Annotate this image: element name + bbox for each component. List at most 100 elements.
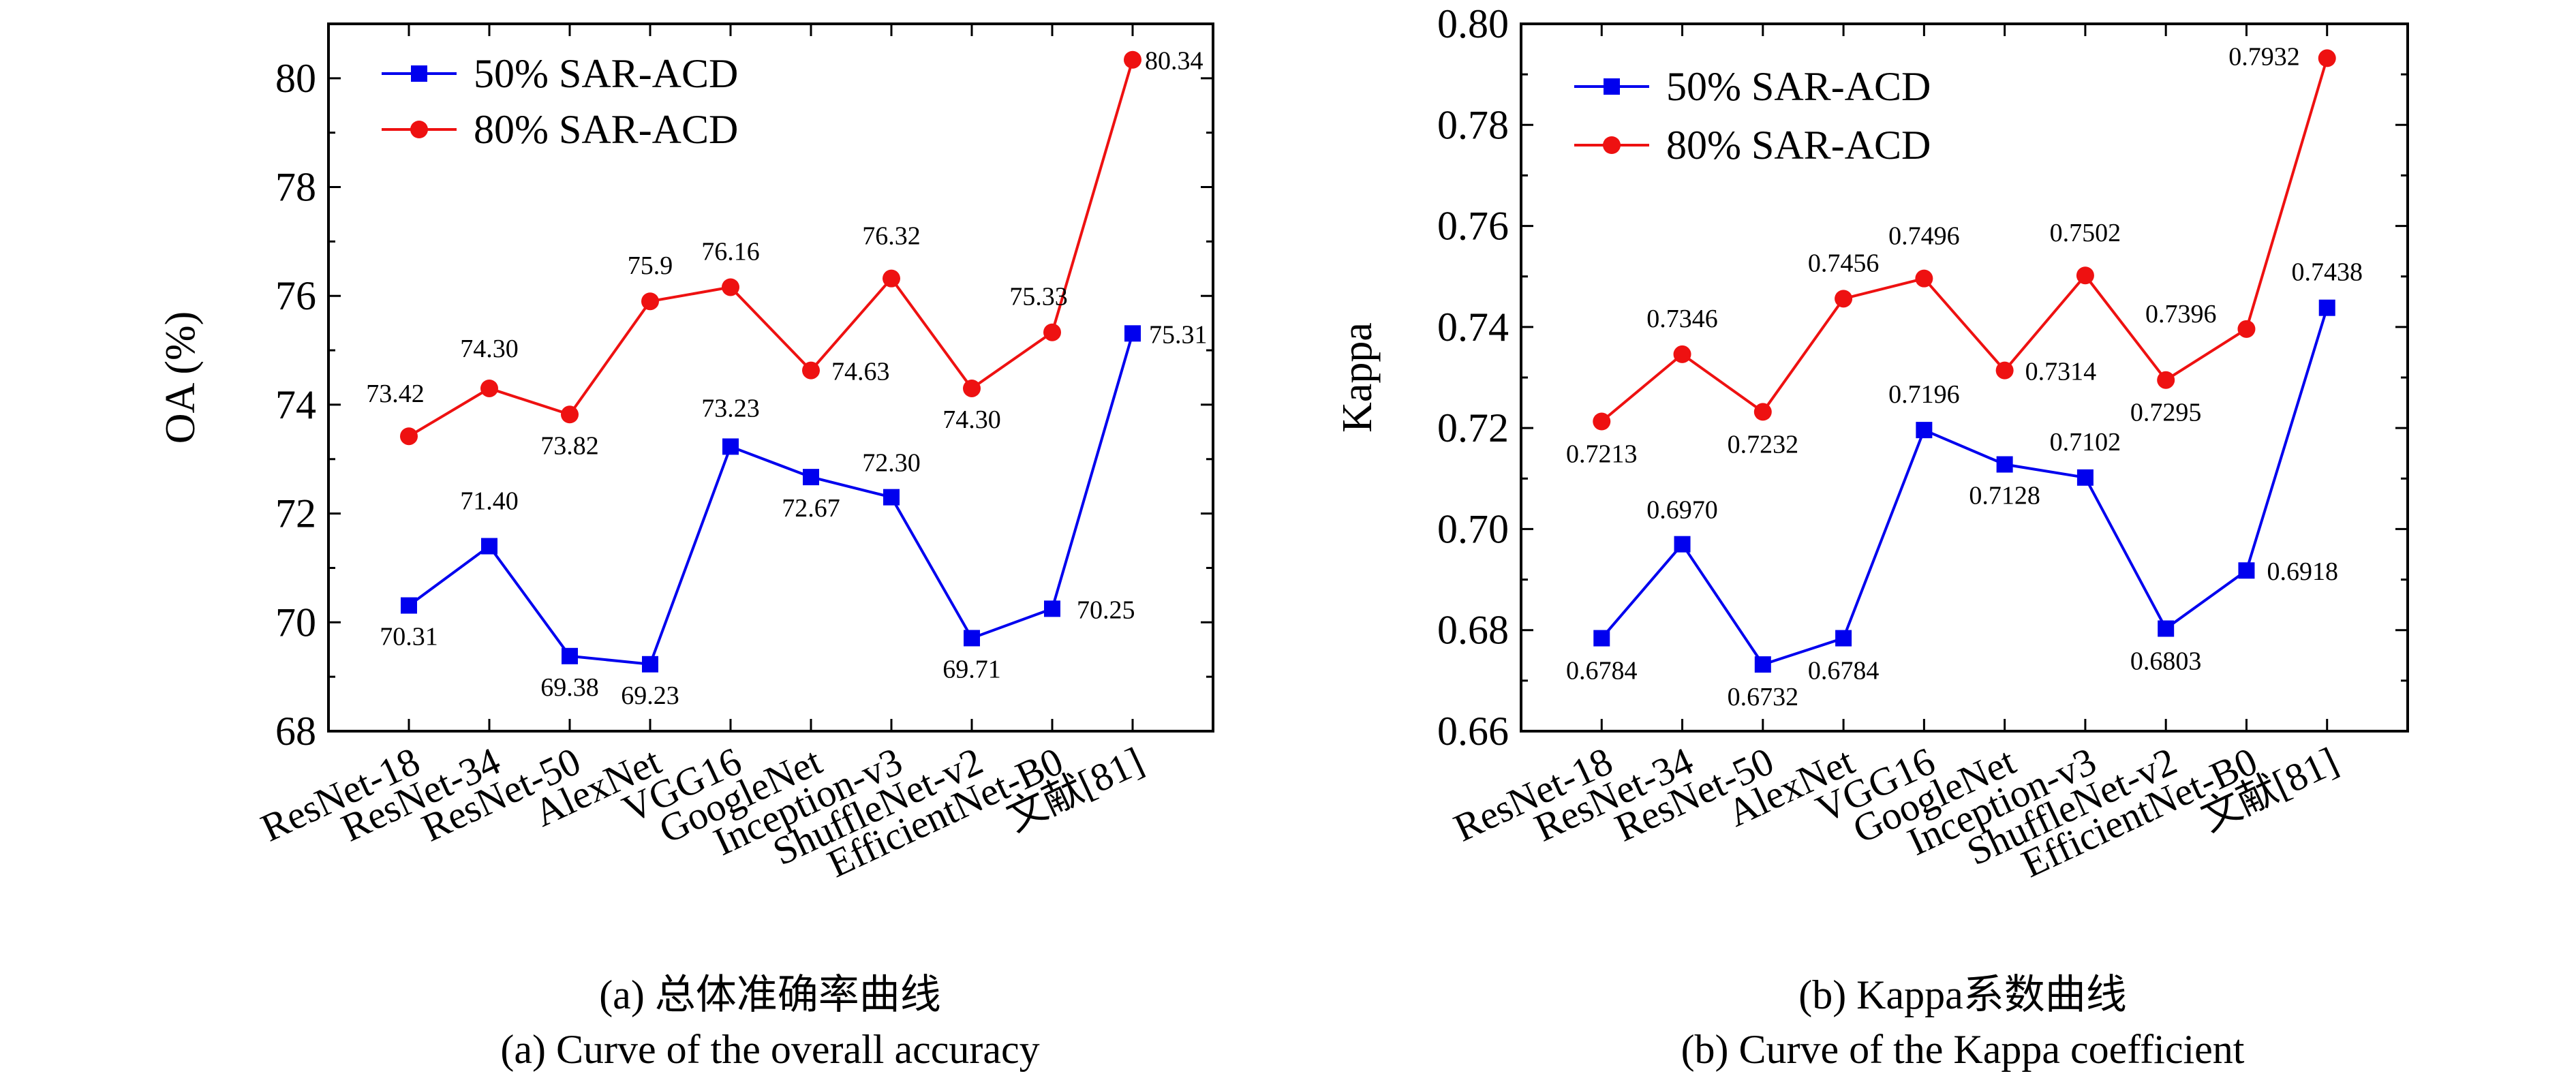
y-tick-label: 0.68 bbox=[1437, 608, 1509, 653]
caption-b-en: (b) Curve of the Kappa coefficient bbox=[1681, 1027, 2245, 1072]
data-label: 70.31 bbox=[380, 623, 438, 651]
data-point-square bbox=[2318, 299, 2335, 316]
data-label: 0.7346 bbox=[1646, 305, 1718, 333]
data-point-circle bbox=[1995, 361, 2014, 380]
data-point-circle bbox=[2318, 49, 2336, 67]
y-tick-label: 0.76 bbox=[1437, 204, 1509, 249]
series-line bbox=[1600, 307, 2329, 666]
data-point-circle bbox=[883, 269, 900, 288]
data-label: 72.30 bbox=[862, 449, 921, 478]
y-axis-label: Kappa bbox=[1334, 322, 1381, 433]
data-point-square bbox=[1044, 600, 1060, 617]
data-point-circle bbox=[802, 361, 820, 380]
y-tick-label: 0.70 bbox=[1437, 506, 1509, 551]
data-point-square bbox=[1674, 536, 1691, 553]
data-label: 73.42 bbox=[366, 380, 425, 408]
y-tick-label: 72 bbox=[275, 491, 316, 536]
data-label: 70.25 bbox=[1077, 596, 1135, 624]
data-label: 0.7456 bbox=[1808, 249, 1880, 277]
data-point-circle bbox=[1835, 290, 1853, 308]
data-point-circle bbox=[1673, 345, 1691, 363]
data-point-circle bbox=[1915, 269, 1933, 288]
data-point-square bbox=[1754, 656, 1771, 673]
data-point-circle bbox=[2076, 266, 2094, 285]
data-label: 76.32 bbox=[862, 222, 921, 251]
data-point-square bbox=[1996, 456, 2013, 473]
data-label: 0.7502 bbox=[2050, 219, 2121, 247]
kappa-chart-panel: 0.660.680.700.720.740.760.780.80KappaRes… bbox=[1334, 1, 2409, 886]
data-point-circle bbox=[963, 379, 981, 397]
data-label: 72.67 bbox=[782, 494, 840, 523]
data-point-circle bbox=[1753, 403, 1772, 421]
data-label: 0.7295 bbox=[2130, 399, 2202, 427]
y-tick-label: 68 bbox=[275, 709, 316, 754]
y-tick-label: 0.74 bbox=[1437, 305, 1509, 350]
y-tick-label: 80 bbox=[275, 56, 316, 101]
data-point-square bbox=[1835, 630, 1852, 647]
legend-label: 50% SAR-ACD bbox=[474, 51, 738, 96]
data-label: 0.7196 bbox=[1888, 380, 1960, 409]
data-label: 69.38 bbox=[540, 673, 599, 702]
caption-a-en: (a) Curve of the overall accuracy bbox=[500, 1027, 1039, 1072]
y-tick-label: 0.66 bbox=[1437, 709, 1509, 754]
data-label: 0.7932 bbox=[2228, 42, 2300, 71]
data-label: 0.6784 bbox=[1566, 657, 1638, 686]
data-label: 76.16 bbox=[701, 237, 760, 266]
data-label: 0.7232 bbox=[1728, 430, 1799, 459]
data-point-square bbox=[2238, 562, 2255, 579]
data-label: 0.7213 bbox=[1566, 440, 1638, 469]
data-label: 74.63 bbox=[831, 358, 890, 386]
data-point-square bbox=[964, 630, 980, 647]
data-point-circle bbox=[2237, 320, 2256, 338]
data-point-circle bbox=[1043, 323, 1061, 341]
data-point-square bbox=[401, 597, 417, 614]
data-point-square bbox=[1593, 630, 1610, 647]
legend-marker-circle bbox=[410, 121, 428, 138]
data-point-square bbox=[1916, 422, 1933, 439]
data-label: 0.6784 bbox=[1808, 657, 1880, 686]
data-point-square bbox=[562, 647, 578, 664]
series-line bbox=[1600, 57, 2329, 423]
caption-b-cn: (b) Kappa系数曲线 bbox=[1798, 972, 2127, 1017]
data-point-circle bbox=[641, 292, 659, 311]
data-label: 80.34 bbox=[1145, 47, 1203, 76]
legend-marker-circle bbox=[1603, 136, 1621, 154]
data-point-circle bbox=[2157, 371, 2175, 389]
legend-label: 80% SAR-ACD bbox=[1666, 123, 1931, 168]
data-label: 69.23 bbox=[621, 681, 679, 710]
data-label: 0.7102 bbox=[2050, 428, 2121, 457]
data-point-circle bbox=[1124, 50, 1141, 69]
data-point-square bbox=[722, 438, 739, 455]
y-tick-label: 78 bbox=[275, 165, 316, 210]
data-point-square bbox=[2076, 469, 2094, 486]
data-label: 75.33 bbox=[1009, 283, 1068, 311]
series-line bbox=[408, 333, 1134, 666]
data-point-circle bbox=[722, 278, 739, 296]
data-point-circle bbox=[480, 379, 498, 397]
data-label: 71.40 bbox=[460, 487, 519, 516]
data-point-circle bbox=[400, 427, 418, 446]
data-label: 69.71 bbox=[942, 655, 1001, 683]
series-line bbox=[408, 59, 1134, 437]
data-label: 0.7128 bbox=[1969, 482, 2040, 510]
y-axis-label: OA (%) bbox=[157, 311, 204, 444]
legend-label: 80% SAR-ACD bbox=[474, 107, 738, 152]
legend-label: 50% SAR-ACD bbox=[1666, 64, 1931, 109]
y-tick-label: 70 bbox=[275, 600, 316, 645]
data-label: 0.7438 bbox=[2291, 258, 2363, 287]
legend-marker-square bbox=[411, 65, 427, 82]
y-tick-label: 0.72 bbox=[1437, 405, 1509, 450]
data-point-circle bbox=[561, 405, 579, 424]
y-tick-label: 0.80 bbox=[1437, 1, 1509, 46]
data-label: 0.6803 bbox=[2130, 647, 2202, 675]
data-point-square bbox=[642, 656, 658, 673]
data-label: 75.31 bbox=[1149, 320, 1208, 349]
y-tick-label: 76 bbox=[275, 273, 316, 318]
data-point-square bbox=[1124, 325, 1141, 342]
data-point-square bbox=[803, 469, 819, 486]
data-point-square bbox=[2158, 620, 2175, 637]
data-label: 0.6970 bbox=[1646, 496, 1718, 525]
data-point-circle bbox=[1593, 412, 1611, 431]
